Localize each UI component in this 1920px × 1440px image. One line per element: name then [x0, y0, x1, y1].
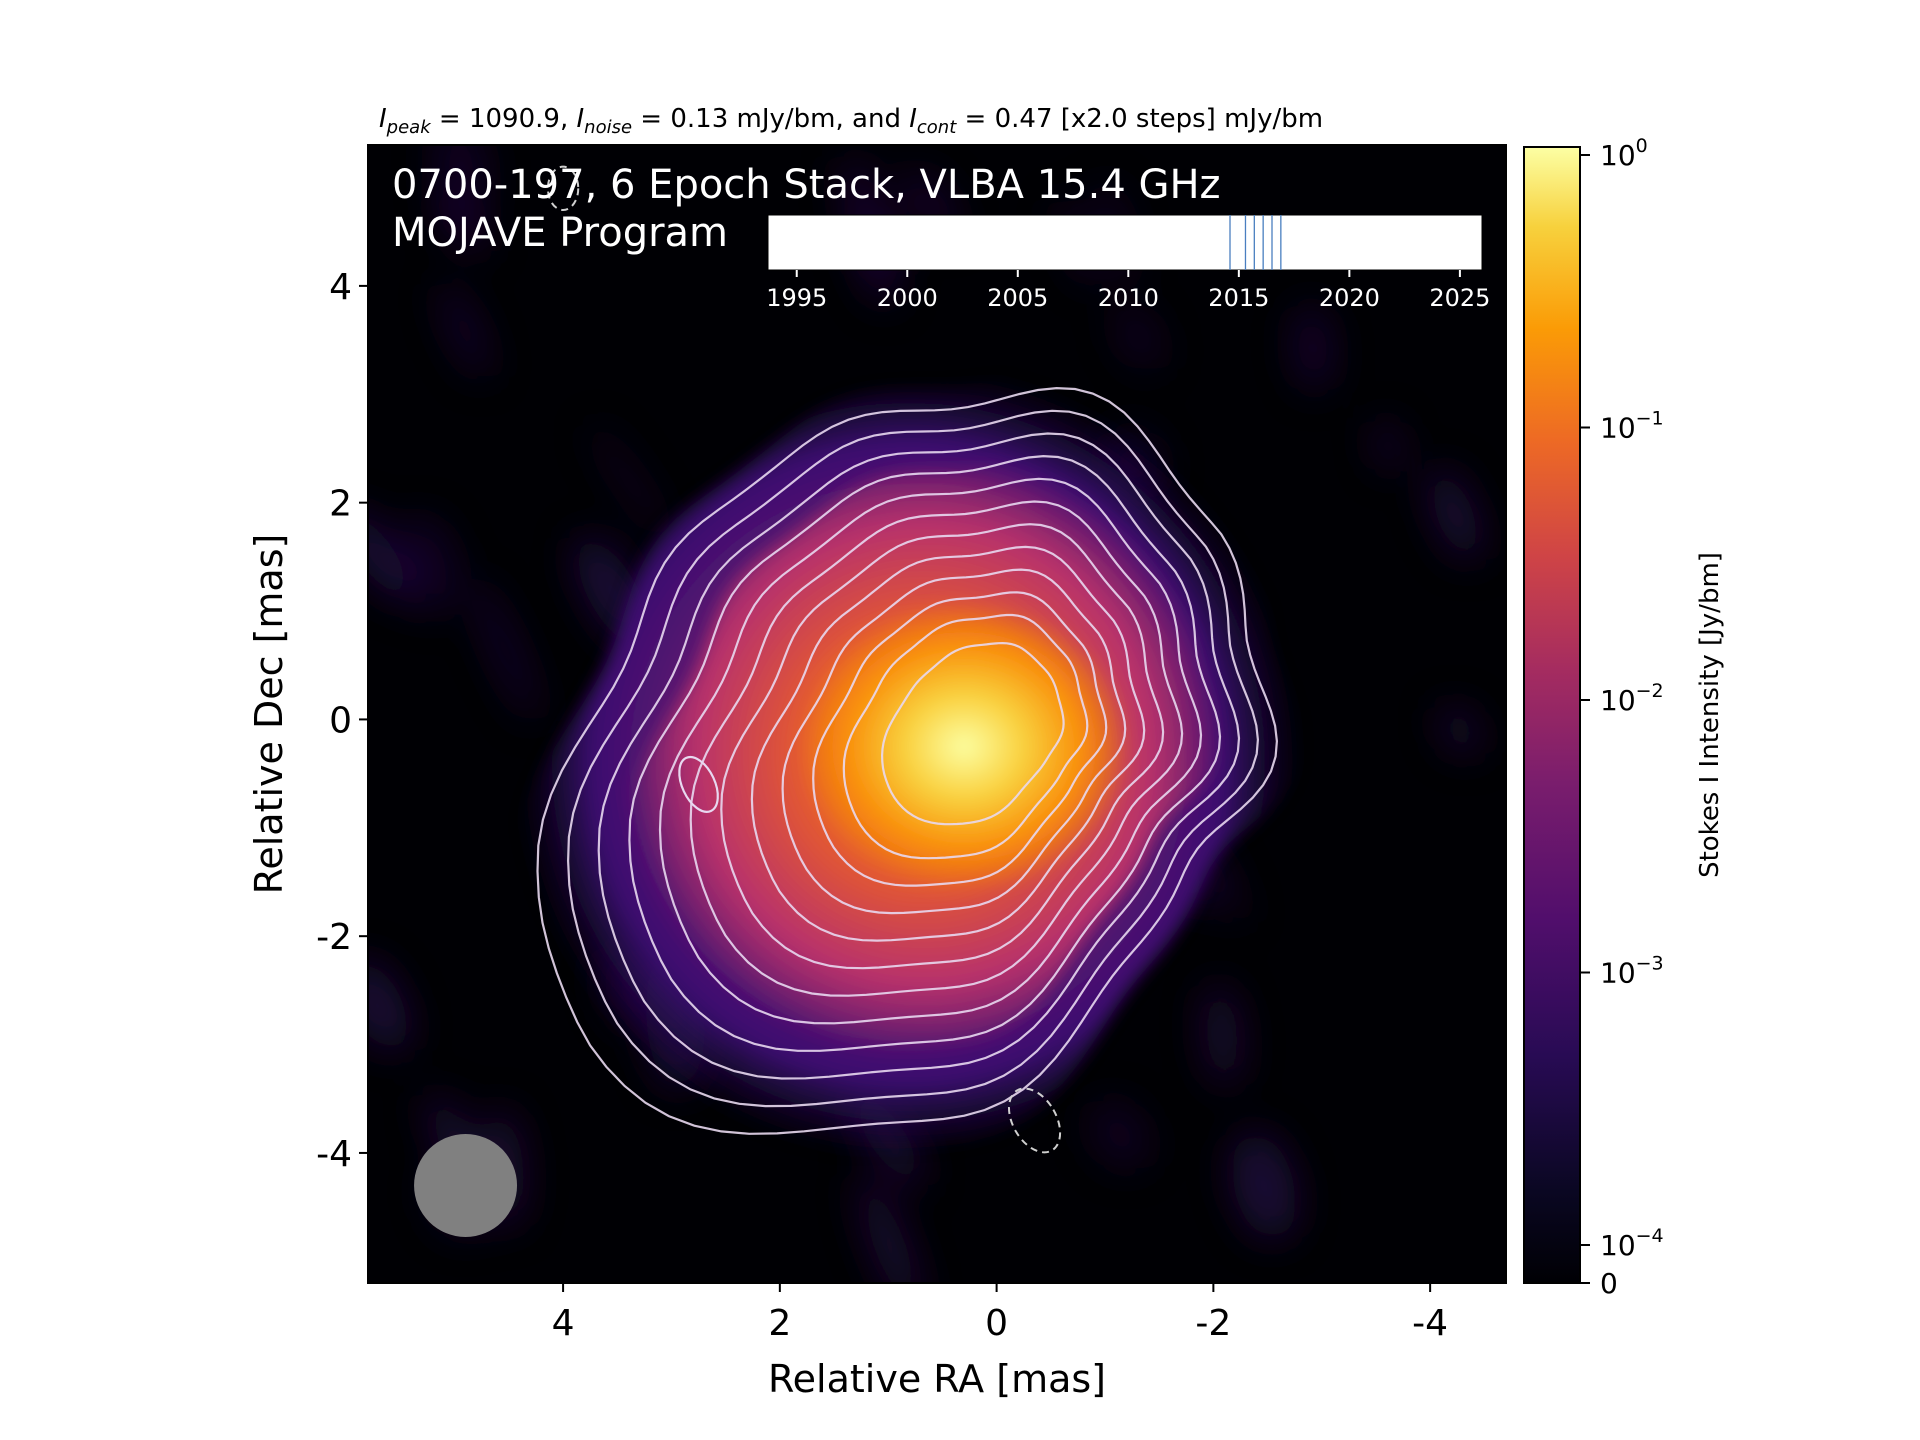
i-noise-subscript: noise	[584, 117, 632, 138]
i-peak-subscript: peak	[386, 117, 433, 138]
intensity-map: 4 2 0 -2 -4 4 2 0 -2 -4	[316, 144, 1507, 1344]
contour-level	[597, 432, 1241, 1080]
negative-contour	[546, 165, 580, 212]
contour-level	[812, 591, 1108, 887]
noise-patch	[368, 959, 409, 1052]
timeline-ticks: 1995 2000 2005 2010 2015 2020 2025	[766, 270, 1490, 312]
colorbar: 100 10−1 10−2 10−3 10−4 0 Stokes I Intensity …	[1523, 135, 1725, 1300]
y-tick-label: 0	[329, 700, 352, 741]
contour-level	[536, 386, 1279, 1135]
colorbar-tick-label: 10−3	[1600, 953, 1664, 990]
source-title: 0700-197, 6 Epoch Stack, VLBA 15.4 GHz	[392, 162, 1221, 208]
colorbar-tick-label: 100	[1600, 135, 1648, 172]
contour-level	[628, 454, 1222, 1052]
source-emission	[513, 364, 1303, 1161]
noise-patch	[1231, 1132, 1296, 1240]
timeline-tick-label: 2025	[1429, 284, 1490, 312]
y-tick-label: 4	[329, 267, 352, 308]
i-cont-value: 0.47 [x2.0 steps] mJy/bm	[995, 104, 1323, 134]
colorbar-label: Stokes I Intensity [Jy/bm]	[1695, 552, 1725, 878]
y-tick-label: 2	[329, 484, 352, 525]
noise-patch	[1439, 706, 1481, 755]
y-tick-label: -2	[316, 917, 352, 958]
noise-patch	[1375, 420, 1401, 472]
y-axis-label: Relative Dec [mas]	[247, 534, 291, 895]
x-tick-label: -2	[1195, 1303, 1231, 1344]
colorbar-tick-label: 10−2	[1600, 680, 1664, 717]
timeline-tick-label: 2010	[1098, 284, 1159, 312]
negative-contour	[1007, 1087, 1062, 1154]
contour-level	[842, 613, 1089, 860]
x-tick-label: 2	[768, 1303, 791, 1344]
noise-patch	[472, 579, 539, 722]
epoch-timeline: 1995 2000 2005 2010 2015 2020 2025	[766, 214, 1490, 312]
timeline-tick-label: 1995	[766, 284, 827, 312]
x-axis: 4 2 0 -2 -4	[552, 1283, 1448, 1344]
noise-patch	[437, 193, 488, 252]
x-axis-label: Relative RA [mas]	[768, 1357, 1106, 1401]
timeline-tick-label: 2015	[1208, 284, 1269, 312]
colorbar-tick-label: 10−4	[1600, 1225, 1664, 1262]
contour-lines	[536, 386, 1279, 1135]
i-cont-subscript: cont	[917, 117, 957, 138]
timeline-tick-label: 2000	[877, 284, 938, 312]
and-separator: , and	[836, 104, 910, 134]
contour-level	[781, 568, 1127, 915]
timeline-tick-label: 2020	[1319, 284, 1380, 312]
noise-patch	[1114, 303, 1163, 371]
contour-level	[566, 409, 1260, 1108]
x-tick-label: 4	[552, 1303, 575, 1344]
image-stats-header: Ipeak = 1090.9, Inoise = 0.13 mJy/bm, an…	[379, 104, 1323, 138]
colorbar-tick-label: 10−1	[1600, 408, 1664, 445]
i-peak-value: 1090.9	[469, 104, 560, 134]
y-axis: 4 2 0 -2 -4	[316, 267, 368, 1175]
noise-patch	[1295, 304, 1331, 392]
program-name: MOJAVE Program	[392, 210, 728, 256]
contour-level	[689, 500, 1184, 997]
x-tick-label: 0	[985, 1303, 1008, 1344]
noise-patch	[1203, 982, 1241, 1088]
contour-island	[678, 755, 719, 813]
noise-patch	[368, 507, 413, 602]
beam-ellipse	[414, 1133, 518, 1237]
noise-patch	[440, 283, 490, 379]
noise-patch	[1089, 1099, 1150, 1170]
timeline-box	[767, 214, 1483, 271]
negative-contours	[546, 165, 1062, 1154]
colorbar-gradient	[1523, 146, 1581, 1284]
x-tick-label: -4	[1412, 1303, 1448, 1344]
contour-level	[880, 641, 1065, 826]
noise-patch	[591, 424, 669, 540]
contour-level	[658, 477, 1203, 1025]
contour-level	[720, 523, 1165, 970]
contour-level	[750, 545, 1146, 942]
noise-patch	[859, 1176, 920, 1283]
noise-patch	[1429, 468, 1481, 561]
y-tick-label: -4	[316, 1134, 352, 1175]
noise-patch	[395, 515, 459, 615]
colorbar-tick-label: 0	[1600, 1267, 1618, 1300]
i-noise-value: 0.13 mJy/bm	[670, 104, 835, 134]
timeline-tick-label: 2005	[987, 284, 1048, 312]
timeline-epochs	[1229, 215, 1282, 270]
colorbar-ticks: 100 10−1 10−2 10−3 10−4 0	[1580, 135, 1664, 1300]
plot-frame	[367, 144, 1507, 1284]
